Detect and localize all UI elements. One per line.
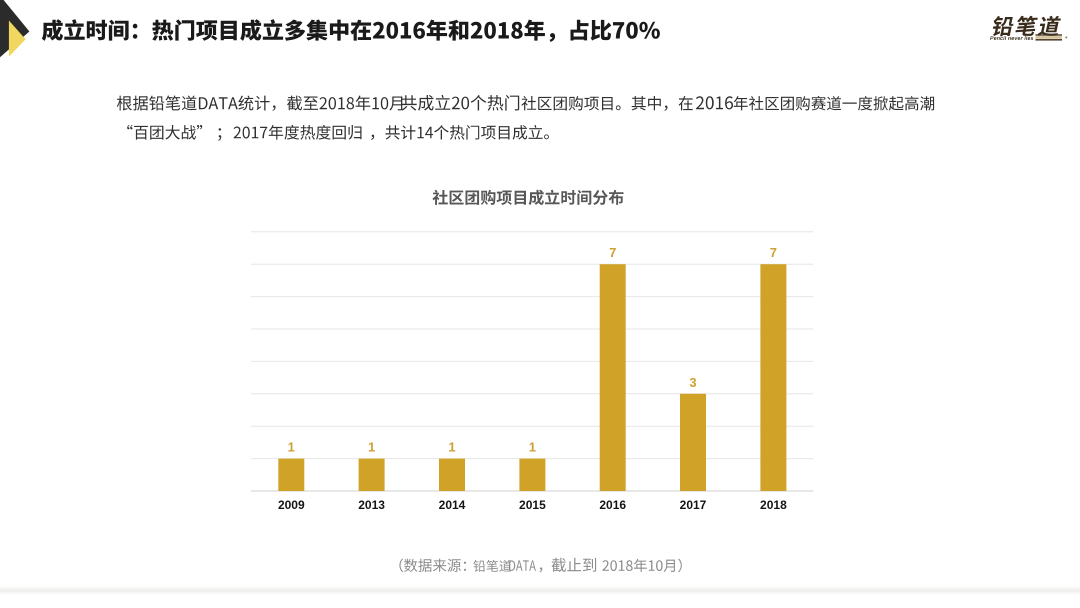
svg-text:2016: 2016 (599, 498, 626, 512)
svg-text:1: 1 (529, 440, 536, 455)
svg-text:1: 1 (368, 440, 375, 455)
svg-text:7: 7 (609, 245, 616, 260)
svg-text:1: 1 (288, 440, 295, 455)
svg-text:2013: 2013 (358, 498, 385, 512)
svg-text:2009: 2009 (278, 498, 305, 512)
svg-text:2014: 2014 (439, 498, 466, 512)
svg-text:3: 3 (689, 375, 696, 390)
svg-text:2015: 2015 (519, 498, 546, 512)
svg-text:1: 1 (448, 440, 455, 455)
svg-text:7: 7 (770, 245, 777, 260)
svg-text:2018: 2018 (760, 498, 787, 512)
svg-text:2017: 2017 (680, 498, 707, 512)
